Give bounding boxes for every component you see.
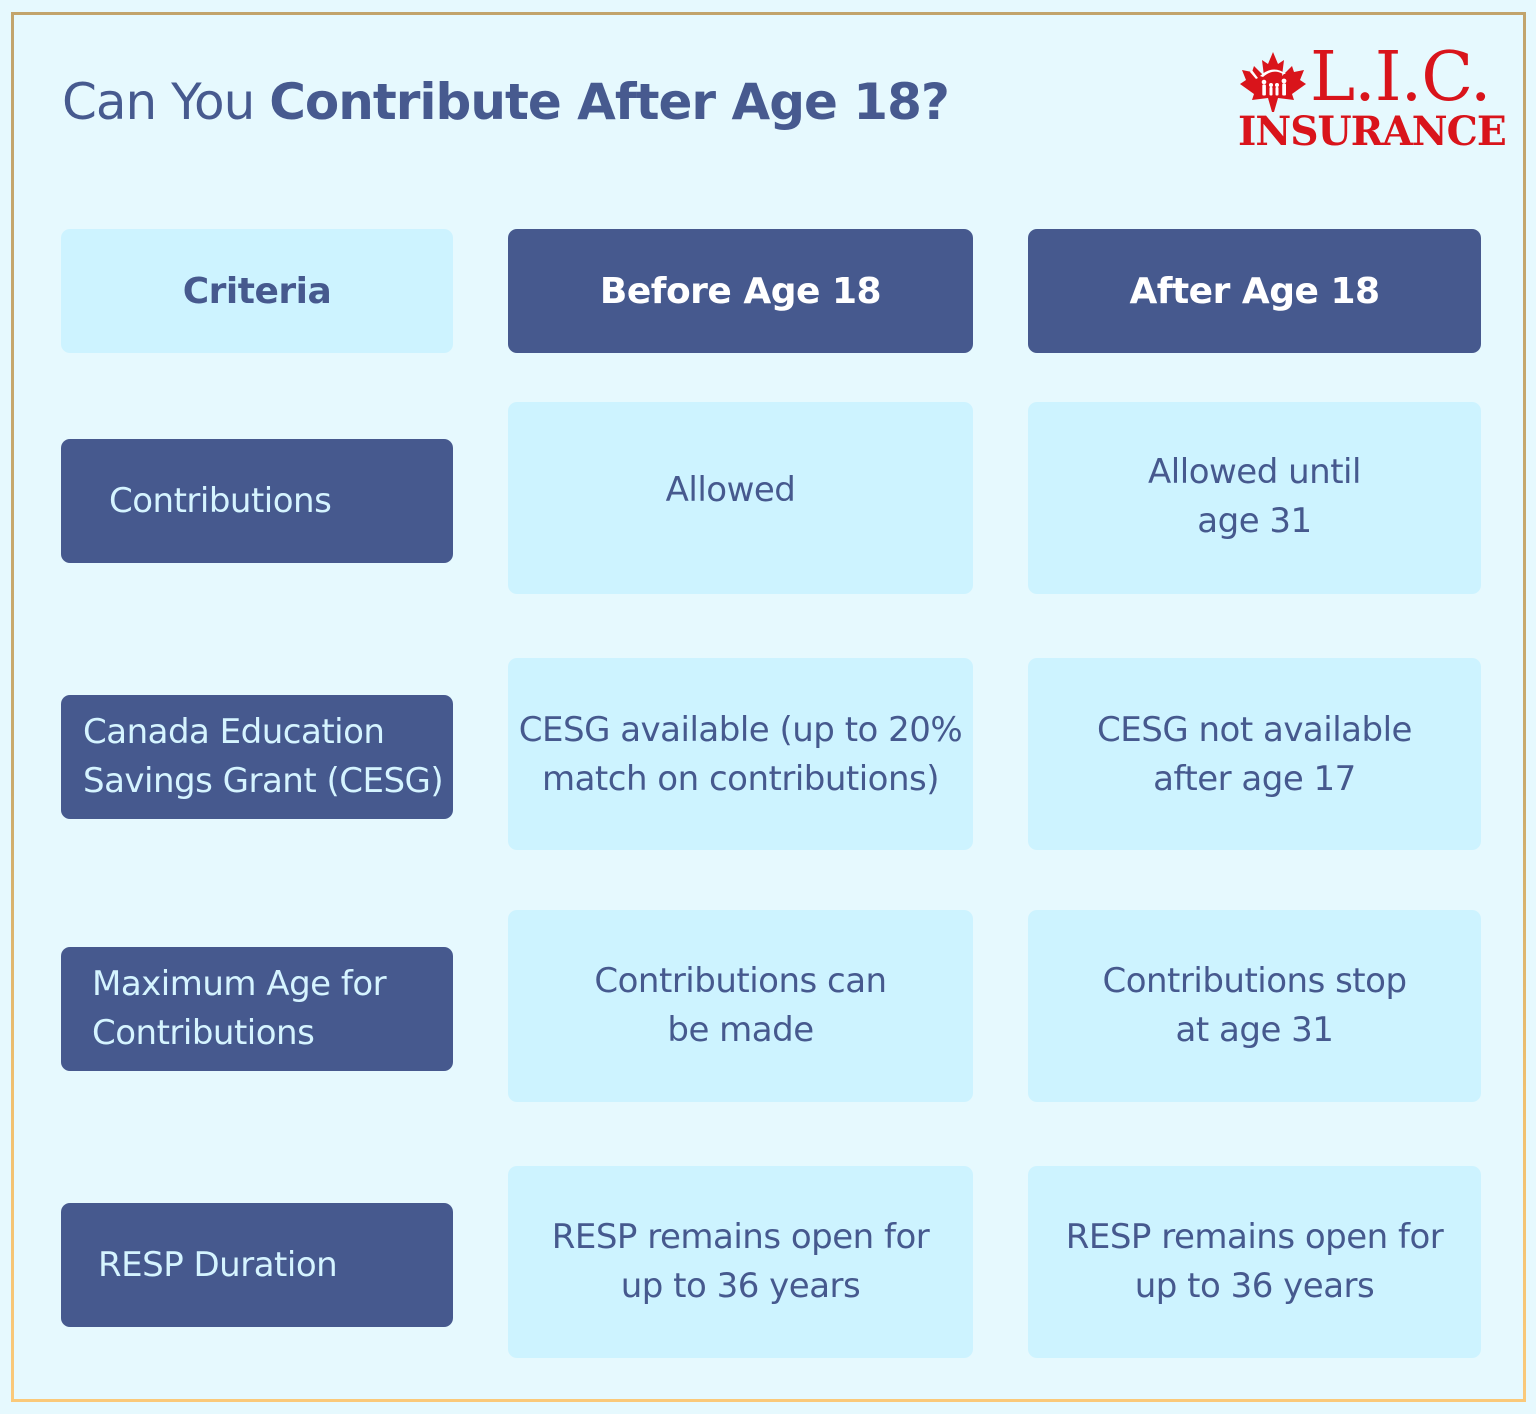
header-criteria: Criteria	[61, 229, 453, 353]
after-resp-duration: RESP remains open for up to 36 years	[1028, 1166, 1481, 1358]
criteria-contributions: Contributions	[61, 439, 453, 563]
header-before-age-18: Before Age 18	[508, 229, 973, 353]
after-cesg: CESG not available after age 17	[1028, 658, 1481, 850]
before-resp-duration: RESP remains open for up to 36 years	[508, 1166, 973, 1358]
before-maximum-age: Contributions can be made	[508, 910, 973, 1102]
after-contributions: Allowed until age 31	[1028, 402, 1481, 594]
criteria-resp-duration: RESP Duration	[61, 1203, 453, 1327]
logo-insurance-text: INSURANCE	[1238, 108, 1507, 155]
before-cesg: CESG available (up to 20% match on contr…	[508, 658, 973, 850]
title-light: Can You	[62, 73, 270, 131]
title-bold: Contribute After Age 18?	[269, 73, 950, 131]
header-after-age-18: After Age 18	[1028, 229, 1481, 353]
logo-lic-text: L.I.C.	[1310, 38, 1491, 117]
lic-insurance-logo: L.I.C. INSURANCE	[1236, 40, 1507, 156]
criteria-cesg: Canada Education Savings Grant (CESG)	[61, 695, 453, 819]
before-contributions: Allowed	[508, 402, 973, 594]
maple-leaf-family-icon	[1240, 52, 1306, 112]
criteria-maximum-age: Maximum Age for Contributions	[61, 947, 453, 1071]
after-maximum-age: Contributions stop at age 31	[1028, 910, 1481, 1102]
page-title: Can You Contribute After Age 18?	[62, 70, 950, 134]
